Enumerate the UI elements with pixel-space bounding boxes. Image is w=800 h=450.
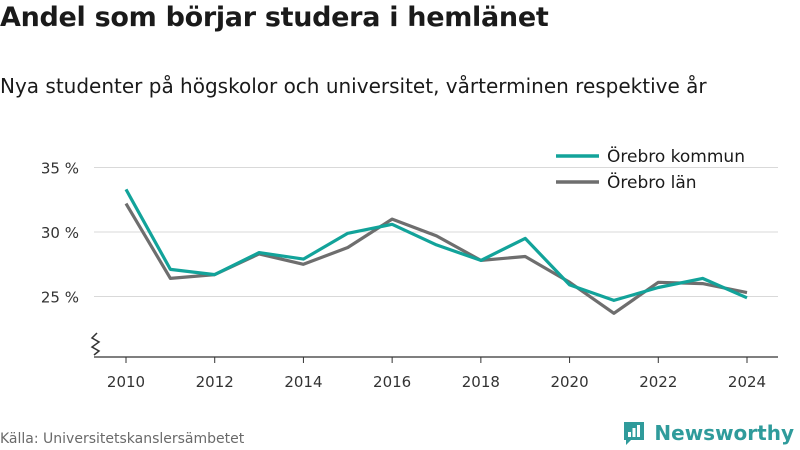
x-tick-label: 2010 <box>107 373 145 391</box>
x-tick-label: 2012 <box>196 373 234 391</box>
x-axis: 2010 2012 2014 2016 2018 2020 2022 2024 <box>94 356 778 391</box>
y-tick-label: 25 % <box>41 289 79 307</box>
x-tick-label: 2022 <box>639 373 677 391</box>
line-chart: 25 % 30 % 35 % 2010 2012 2014 2016 2018 2020 202… <box>41 145 778 391</box>
brand-logo: Newsworthy <box>622 420 794 446</box>
source-note: Källa: Universitetskanslersämbetet <box>0 431 245 447</box>
newsworthy-logo-icon <box>624 422 645 445</box>
y-tick-label: 35 % <box>41 160 79 178</box>
legend-label: Örebro län <box>607 171 697 193</box>
x-tick-label: 2016 <box>373 373 411 391</box>
x-tick-label: 2024 <box>728 373 766 391</box>
x-tick-label: 2018 <box>462 373 500 391</box>
brand-name: Newsworthy <box>654 421 794 445</box>
axis-break-icon <box>90 332 101 356</box>
y-axis: 25 % 30 % 35 % <box>41 160 101 356</box>
chart-title: Andel som börjar studera i hemlänet <box>0 2 549 33</box>
x-tick-label: 2020 <box>550 373 588 391</box>
chart-subtitle: Nya studenter på högskolor och universit… <box>0 74 707 98</box>
x-tick-label: 2014 <box>284 373 322 391</box>
series-lines <box>124 188 748 315</box>
legend-label: Örebro kommun <box>607 145 745 167</box>
y-tick-label: 30 % <box>41 224 79 242</box>
legend: Örebro kommun Örebro län <box>556 145 745 193</box>
gridlines <box>94 167 778 297</box>
